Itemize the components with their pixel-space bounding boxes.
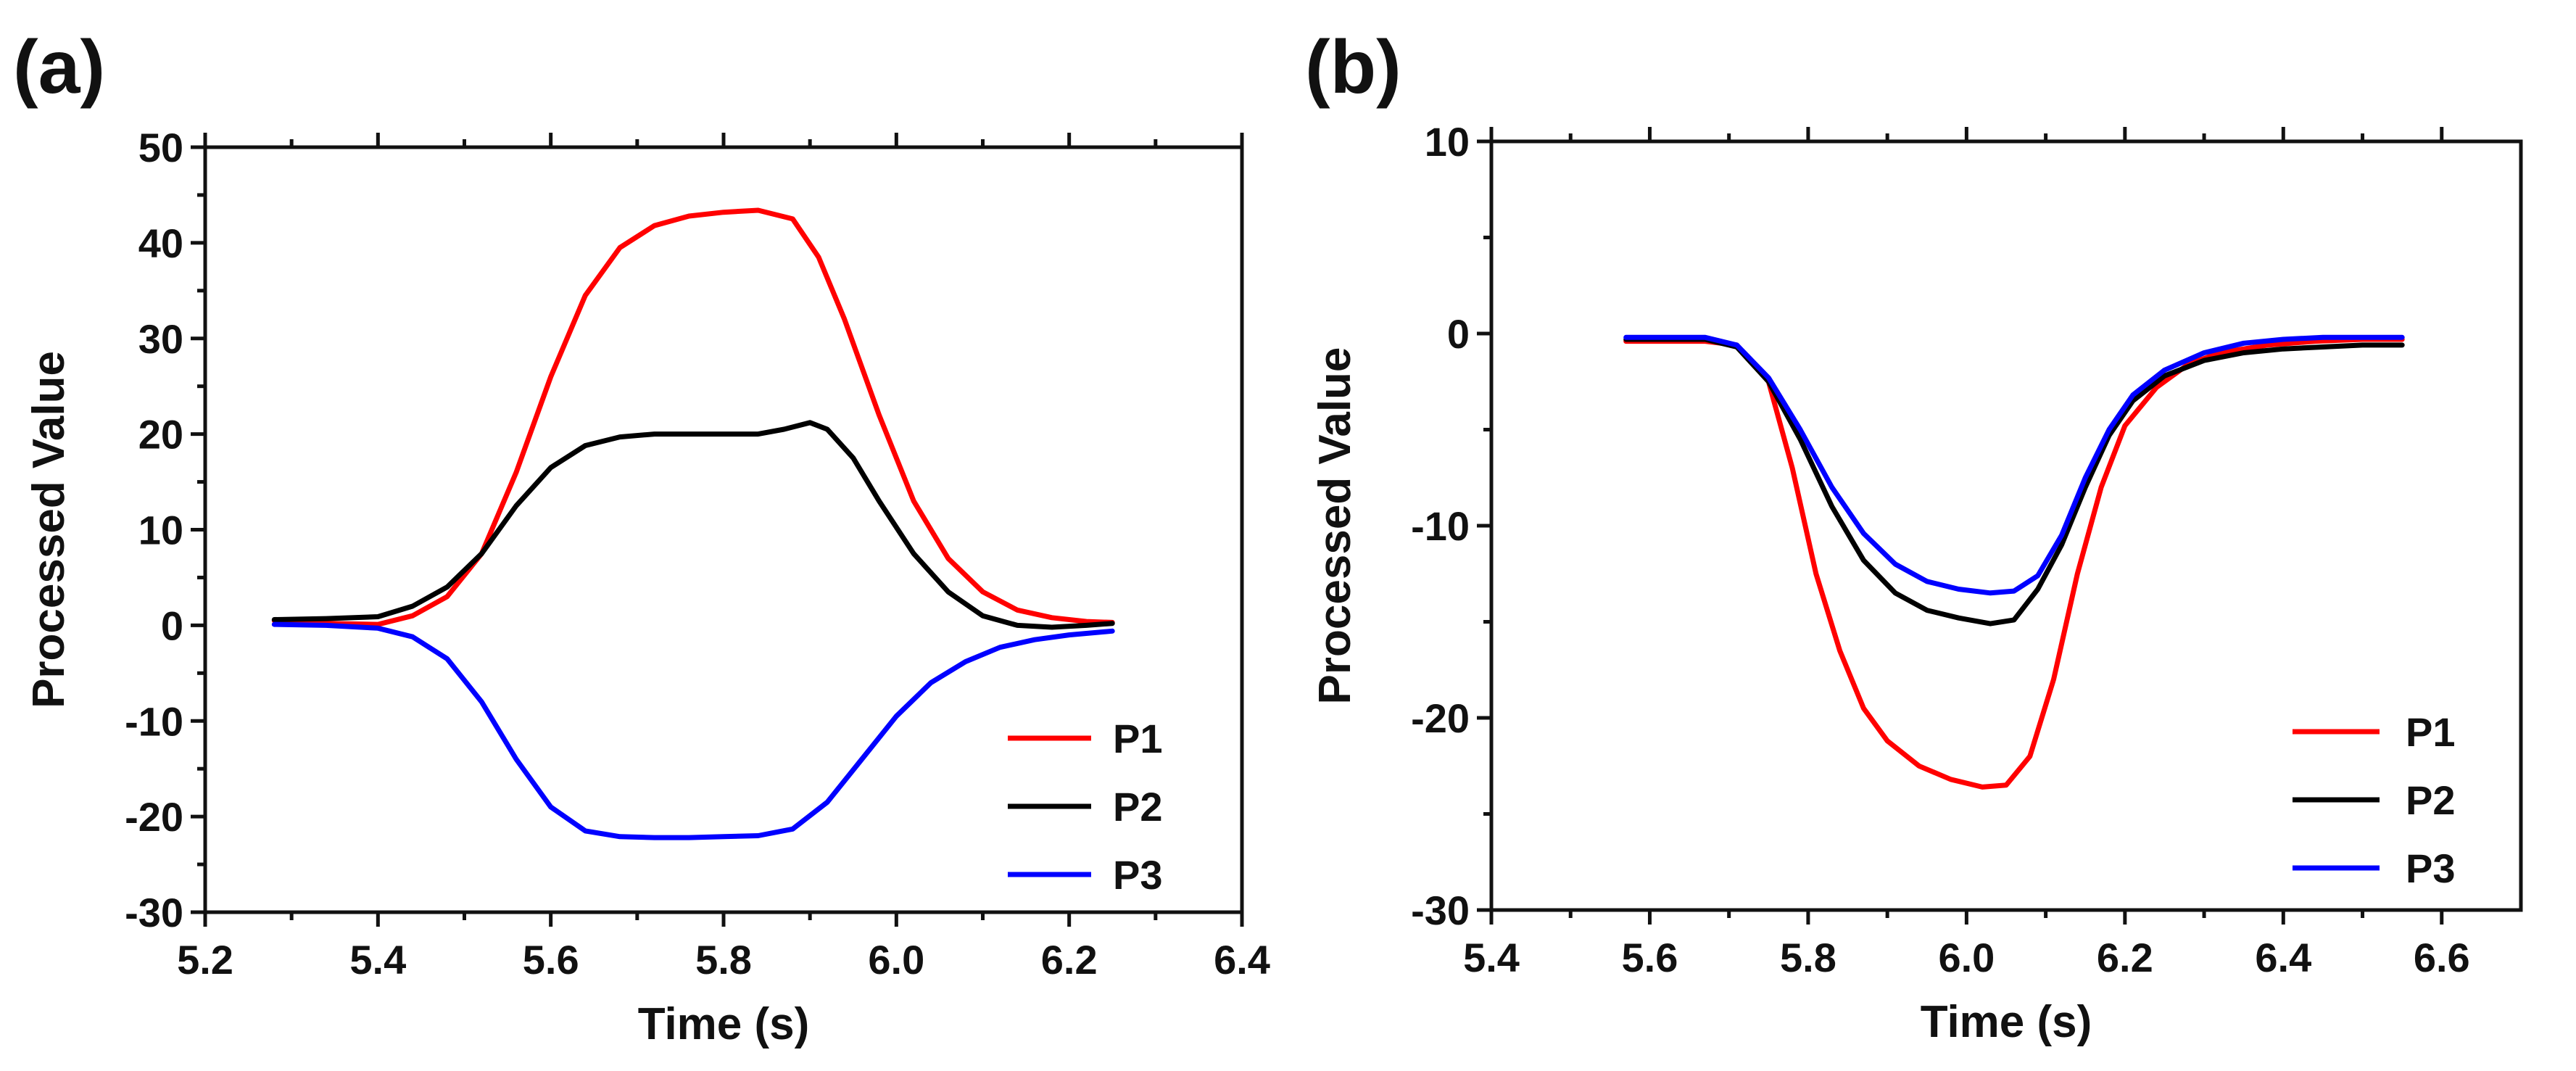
legend-label-p1: P1 <box>1113 716 1163 761</box>
x-tick-label: 5.4 <box>1463 935 1520 980</box>
x-tick-label: 6.2 <box>1041 937 1098 983</box>
series-group <box>271 207 1115 840</box>
y-tick-label: -20 <box>125 794 183 840</box>
x-tick-label: 6.4 <box>2255 935 2311 980</box>
y-tick-label: 20 <box>138 412 183 458</box>
plot-frame <box>203 145 1244 914</box>
y-tick-label: 50 <box>138 125 183 170</box>
x-tick-label: 5.6 <box>1622 935 1678 980</box>
x-tick-label: 5.4 <box>349 937 406 983</box>
y-tick-label: -30 <box>125 890 183 935</box>
x-tick-label: 6.6 <box>2414 935 2470 980</box>
legend-label-p3: P3 <box>1113 852 1163 898</box>
y-tick-label: 10 <box>1425 119 1470 165</box>
series-line-p1 <box>1623 336 2405 790</box>
y-tick-label: 10 <box>138 508 183 553</box>
x-tick-label: 6.0 <box>868 937 924 983</box>
y-axis-title: Processed Value <box>1310 347 1360 705</box>
chart-panel-b: (b) 5.4 5.6 5.8 6.0 6.2 6.4 6.6 -30 -20 -10 0 10 Time… <box>1305 25 2523 1047</box>
panel-label: (b) <box>1305 25 1401 109</box>
legend: P1 P2 P3 <box>1008 716 1163 898</box>
x-tick-label: 5.2 <box>177 937 233 983</box>
y-tick-label: -30 <box>1411 888 1470 933</box>
x-tick-label: 5.8 <box>1780 935 1836 980</box>
legend: P1 P2 P3 <box>2293 709 2456 891</box>
series-line-p3 <box>271 621 1115 840</box>
x-tick-label: 6.2 <box>2097 935 2153 980</box>
x-axis-title: Time (s) <box>638 999 810 1049</box>
y-axis-title: Processed Value <box>24 351 74 708</box>
plot-frame <box>1489 139 2523 912</box>
panel-label: (a) <box>13 25 105 109</box>
y-tick-label: 40 <box>138 220 183 266</box>
series-line-p1 <box>271 207 1115 627</box>
legend-label-p2: P2 <box>2406 777 2456 823</box>
x-tick-label: 5.8 <box>695 937 752 983</box>
legend-label-p2: P2 <box>1113 784 1163 830</box>
y-tick-label: -10 <box>1411 503 1470 549</box>
legend-label-p3: P3 <box>2406 845 2456 891</box>
x-axis-title: Time (s) <box>1921 997 2092 1047</box>
series-line-p2 <box>271 420 1115 630</box>
chart-panel-a: (a) 5.2 5.4 5.6 5.8 6.0 6.2 6.4 -30 -20 -10 0 10 20 30… <box>13 25 1270 1049</box>
series-line-p3 <box>1623 334 2405 596</box>
y-tick-label: 0 <box>1447 311 1470 357</box>
y-tick-label: 30 <box>138 316 183 362</box>
x-tick-label: 6.0 <box>1938 935 1995 980</box>
y-tick-label: -10 <box>125 698 183 744</box>
x-tick-label: 5.6 <box>523 937 579 983</box>
x-tick-label: 6.4 <box>1214 937 1270 983</box>
y-tick-label: 0 <box>161 603 183 648</box>
y-tick-label: -20 <box>1411 695 1470 741</box>
legend-label-p1: P1 <box>2406 709 2456 755</box>
series-group <box>1623 334 2405 790</box>
